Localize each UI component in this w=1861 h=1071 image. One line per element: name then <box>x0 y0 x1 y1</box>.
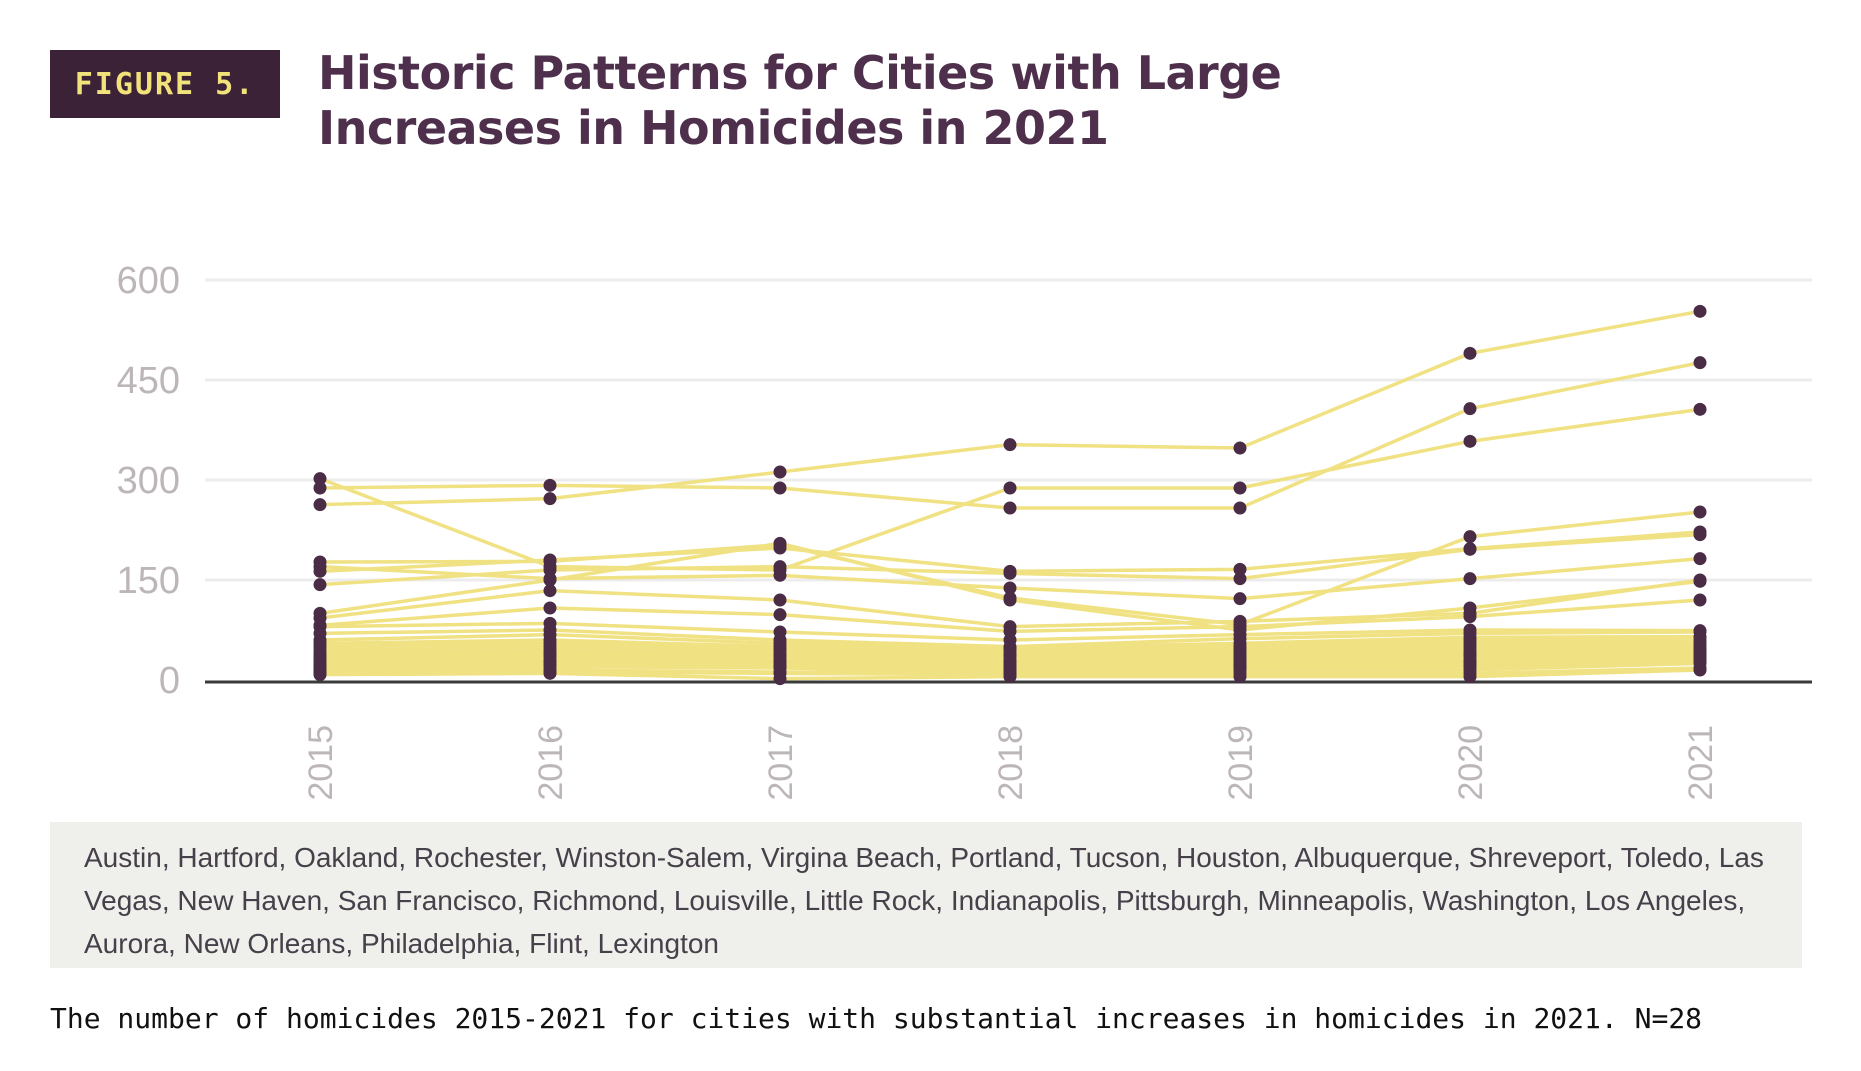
chart-title: Historic Patterns for Cities with Large … <box>318 46 1282 155</box>
data-point <box>1463 610 1477 624</box>
data-point <box>313 668 327 682</box>
data-point <box>543 492 557 506</box>
x-tick-label: 2018 <box>992 725 1030 801</box>
data-point <box>1003 438 1017 452</box>
data-point <box>313 472 327 486</box>
x-tick-label: 2019 <box>1222 725 1260 801</box>
data-point <box>543 666 557 680</box>
figure-label: FIGURE 5. <box>50 50 280 118</box>
data-point <box>1693 552 1707 566</box>
city-list-panel: Austin, Hartford, Oakland, Rochester, Wi… <box>50 822 1802 968</box>
x-tick-label: 2021 <box>1682 725 1720 801</box>
data-point <box>543 553 557 567</box>
data-point <box>313 481 327 495</box>
data-point <box>1463 670 1477 684</box>
data-point <box>773 465 787 479</box>
data-point <box>1003 581 1017 595</box>
data-point <box>773 536 787 550</box>
data-point <box>1693 304 1707 318</box>
data-point <box>1003 481 1017 495</box>
x-tick-label: 2017 <box>762 725 800 801</box>
data-point <box>773 481 787 495</box>
data-point <box>1693 505 1707 519</box>
data-point <box>773 672 787 686</box>
y-tick-label: 150 <box>117 560 180 602</box>
data-point <box>313 498 327 512</box>
y-tick-label: 0 <box>159 660 180 702</box>
y-tick-label: 450 <box>117 360 180 402</box>
y-tick-label: 600 <box>117 260 180 302</box>
x-tick-label: 2020 <box>1452 725 1490 801</box>
data-point <box>1233 572 1247 586</box>
homicides-line-chart: 0 150 300 450 600 2015 2016 2017 2018 2019 2020 202… <box>117 260 1812 801</box>
data-point <box>1693 573 1707 587</box>
data-point <box>1463 572 1477 586</box>
data-point <box>543 584 557 598</box>
data-point <box>1463 542 1477 556</box>
figure-caption: The number of homicides 2015-2021 for ci… <box>50 1002 1703 1035</box>
data-point <box>1003 593 1017 607</box>
data-point <box>1693 402 1707 416</box>
data-point <box>1233 670 1247 684</box>
data-point <box>773 593 787 607</box>
data-point <box>1693 356 1707 370</box>
data-point <box>1003 501 1017 515</box>
data-point <box>543 573 557 587</box>
data-point <box>543 478 557 492</box>
data-point <box>313 560 327 574</box>
series-line <box>319 309 1701 507</box>
data-point <box>773 568 787 582</box>
data-point <box>1463 530 1477 544</box>
y-tick-label: 300 <box>117 460 180 502</box>
data-point <box>1233 562 1247 576</box>
data-point <box>543 601 557 615</box>
data-point <box>1003 566 1017 580</box>
data-point <box>1463 402 1477 416</box>
data-point <box>313 578 327 592</box>
data-point <box>1463 346 1477 360</box>
data-point <box>1693 663 1707 677</box>
data-point <box>1233 501 1247 515</box>
data-point <box>1003 670 1017 684</box>
x-tick-label: 2016 <box>532 725 570 801</box>
data-point <box>1233 441 1247 455</box>
data-point <box>1693 528 1707 542</box>
data-point <box>1233 481 1247 495</box>
data-point <box>773 608 787 622</box>
city-list-text: Austin, Hartford, Oakland, Rochester, Wi… <box>84 842 1764 959</box>
data-point <box>1693 593 1707 607</box>
data-point <box>1233 592 1247 606</box>
x-tick-label: 2015 <box>302 725 340 801</box>
data-point <box>1463 434 1477 448</box>
